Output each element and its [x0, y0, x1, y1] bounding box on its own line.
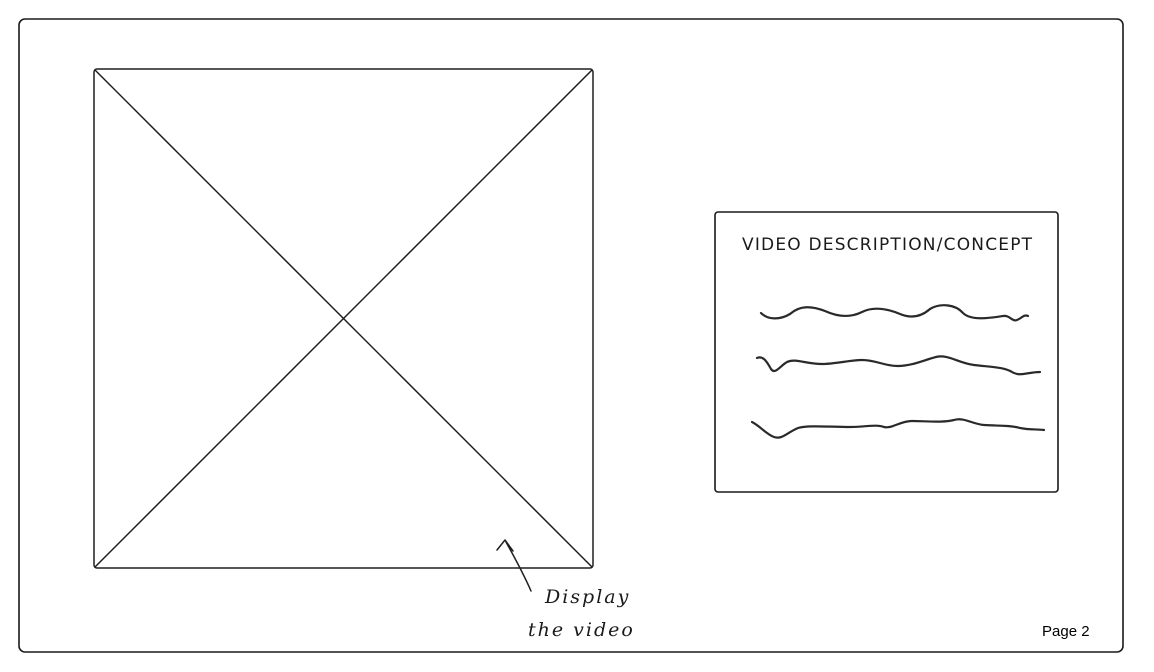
placeholder-text-line: [759, 304, 1030, 322]
placeholder-diagonal-2: [94, 69, 593, 568]
placeholder-text-line: [755, 355, 1042, 376]
placeholder-text-line: [750, 418, 1046, 439]
page-number-label: Page 2: [1042, 623, 1090, 640]
description-panel: VIDEO DESCRIPTION/CONCEPT: [714, 211, 1059, 493]
page-frame: [18, 18, 1124, 653]
up-left-arrow-icon: [496, 539, 532, 592]
description-panel-title: VIDEO DESCRIPTION/CONCEPT: [742, 235, 1033, 255]
video-annotation: Display the video: [496, 539, 635, 641]
annotation-line-1: Display: [544, 586, 630, 608]
video-placeholder[interactable]: [93, 68, 594, 569]
video-placeholder-box: [93, 68, 594, 569]
annotation-line-2: the video: [528, 619, 635, 641]
